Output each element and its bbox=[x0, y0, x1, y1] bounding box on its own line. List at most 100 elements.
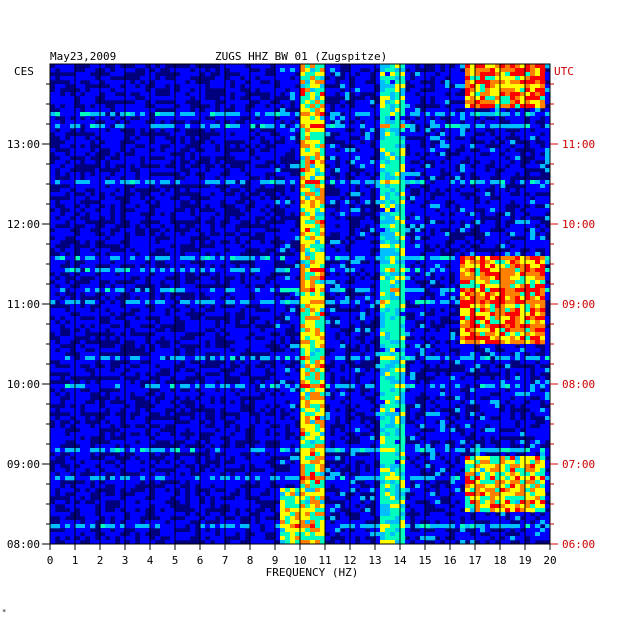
heatmap-cell bbox=[275, 160, 281, 165]
heatmap-cell bbox=[190, 216, 196, 221]
heatmap-cell bbox=[385, 244, 391, 249]
heatmap-cell bbox=[305, 264, 311, 269]
heatmap-cell bbox=[340, 188, 346, 193]
heatmap-cell bbox=[255, 228, 261, 233]
heatmap-cell bbox=[470, 328, 476, 333]
heatmap-cell bbox=[460, 328, 466, 333]
heatmap-cell bbox=[145, 268, 151, 273]
heatmap-cell bbox=[215, 164, 221, 169]
heatmap-cell bbox=[490, 172, 496, 177]
heatmap-cell bbox=[220, 292, 226, 297]
heatmap-cell bbox=[465, 344, 471, 349]
heatmap-cell bbox=[395, 204, 401, 209]
heatmap-cell bbox=[500, 160, 506, 165]
heatmap-cell bbox=[305, 292, 311, 297]
heatmap-cell bbox=[280, 164, 286, 169]
heatmap-cell bbox=[540, 272, 546, 277]
heatmap-cell bbox=[310, 264, 316, 269]
heatmap-cell bbox=[145, 248, 151, 253]
heatmap-cell bbox=[225, 124, 231, 129]
heatmap-cell bbox=[95, 308, 101, 313]
heatmap-cell bbox=[380, 80, 386, 85]
heatmap-cell bbox=[375, 312, 381, 317]
heatmap-cell bbox=[165, 124, 171, 129]
heatmap-cell bbox=[140, 64, 146, 69]
heatmap-cell bbox=[545, 272, 551, 277]
heatmap-cell bbox=[260, 312, 266, 317]
heatmap-cell bbox=[215, 208, 221, 213]
heatmap-cell bbox=[200, 276, 206, 281]
heatmap-cell bbox=[325, 160, 331, 165]
heatmap-cell bbox=[445, 312, 451, 317]
heatmap-cell bbox=[385, 172, 391, 177]
heatmap-cell bbox=[510, 312, 516, 317]
heatmap-cell bbox=[300, 108, 306, 113]
heatmap-cell bbox=[155, 208, 161, 213]
heatmap-cell bbox=[95, 80, 101, 85]
heatmap-cell bbox=[465, 80, 471, 85]
heatmap-cell bbox=[465, 100, 471, 105]
heatmap-cell bbox=[460, 132, 466, 137]
heatmap-cell bbox=[455, 200, 461, 205]
heatmap-cell bbox=[200, 112, 206, 117]
heatmap-cell bbox=[470, 264, 476, 269]
heatmap-cell bbox=[415, 96, 421, 101]
heatmap-cell bbox=[205, 148, 211, 153]
heatmap-cell bbox=[140, 224, 146, 229]
heatmap-cell bbox=[160, 304, 166, 309]
heatmap-cell bbox=[545, 140, 551, 145]
heatmap-cell bbox=[245, 256, 251, 261]
heatmap-cell bbox=[390, 268, 396, 273]
heatmap-cell bbox=[125, 336, 131, 341]
heatmap-cell bbox=[205, 172, 211, 177]
heatmap-cell bbox=[145, 208, 151, 213]
heatmap-cell bbox=[505, 200, 511, 205]
heatmap-cell bbox=[445, 324, 451, 329]
heatmap-cell bbox=[260, 212, 266, 217]
heatmap-cell bbox=[290, 320, 296, 325]
heatmap-cell bbox=[185, 76, 191, 81]
heatmap-cell bbox=[285, 144, 291, 149]
heatmap-cell bbox=[380, 96, 386, 101]
heatmap-cell bbox=[330, 112, 336, 117]
heatmap-cell bbox=[370, 260, 376, 265]
heatmap-cell bbox=[515, 260, 521, 265]
heatmap-cell bbox=[215, 308, 221, 313]
heatmap-cell bbox=[100, 144, 106, 149]
heatmap-cell bbox=[200, 336, 206, 341]
heatmap-cell bbox=[375, 284, 381, 289]
heatmap-cell bbox=[525, 300, 531, 305]
heatmap-cell bbox=[235, 256, 241, 261]
heatmap-cell bbox=[255, 300, 261, 305]
heatmap-cell bbox=[160, 352, 166, 357]
heatmap-cell bbox=[155, 276, 161, 281]
heatmap-cell bbox=[140, 84, 146, 89]
heatmap-cell bbox=[460, 96, 466, 101]
heatmap-cell bbox=[65, 68, 71, 73]
heatmap-cell bbox=[425, 128, 431, 133]
heatmap-cell bbox=[530, 212, 536, 217]
heatmap-cell bbox=[475, 204, 481, 209]
heatmap-cell bbox=[70, 220, 76, 225]
heatmap-cell bbox=[325, 72, 331, 77]
heatmap-cell bbox=[460, 332, 466, 337]
heatmap-cell bbox=[290, 268, 296, 273]
heatmap-cell bbox=[540, 324, 546, 329]
heatmap-cell bbox=[370, 128, 376, 133]
heatmap-cell bbox=[210, 268, 216, 273]
heatmap-cell bbox=[440, 164, 446, 169]
heatmap-cell bbox=[530, 232, 536, 237]
heatmap-cell bbox=[200, 116, 206, 121]
heatmap-cell bbox=[500, 344, 506, 349]
heatmap-cell bbox=[365, 96, 371, 101]
heatmap-cell bbox=[240, 240, 246, 245]
heatmap-cell bbox=[470, 88, 476, 93]
heatmap-cell bbox=[300, 240, 306, 245]
heatmap-cell bbox=[490, 112, 496, 117]
heatmap-cell bbox=[510, 120, 516, 125]
heatmap-cell bbox=[185, 340, 191, 345]
heatmap-cell bbox=[50, 308, 56, 313]
heatmap-cell bbox=[380, 184, 386, 189]
heatmap-cell bbox=[410, 164, 416, 169]
heatmap-cell bbox=[505, 272, 511, 277]
